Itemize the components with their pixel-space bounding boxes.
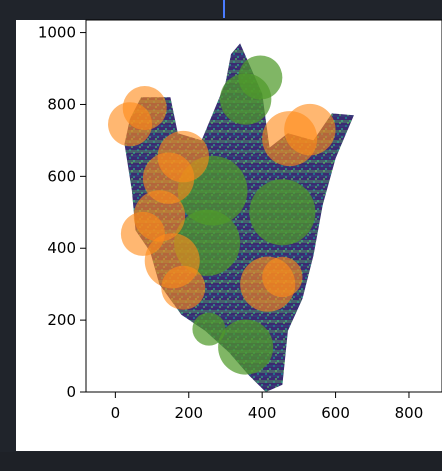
y-tick-label: 400 bbox=[47, 239, 76, 257]
green-circle bbox=[238, 55, 283, 100]
x-tick-label: 600 bbox=[321, 404, 350, 422]
x-tick-label: 0 bbox=[111, 404, 121, 422]
x-tick-label: 200 bbox=[174, 404, 203, 422]
green-circle bbox=[218, 319, 274, 375]
status-strip bbox=[0, 452, 442, 471]
text-cursor bbox=[223, 0, 225, 18]
green-circle bbox=[249, 179, 316, 246]
y-tick-label: 800 bbox=[47, 95, 76, 113]
image-plot: 0 200 400 600 800 0 200 400 600 800 1000 bbox=[38, 19, 442, 422]
y-tick-label: 200 bbox=[47, 311, 76, 329]
orange-circle bbox=[262, 256, 303, 298]
y-tick-label: 1000 bbox=[38, 24, 76, 42]
orange-circle bbox=[122, 86, 167, 131]
orange-circle bbox=[157, 130, 209, 183]
axes-frame bbox=[85, 19, 442, 393]
y-tick-label: 600 bbox=[47, 167, 76, 185]
y-axis: 0 200 400 600 800 1000 bbox=[38, 24, 86, 401]
x-tick-label: 800 bbox=[395, 404, 424, 422]
x-axis: 0 200 400 600 800 bbox=[111, 392, 424, 422]
green-circle bbox=[192, 312, 226, 346]
orange-circle bbox=[284, 103, 336, 156]
x-tick-label: 400 bbox=[248, 404, 277, 422]
plot-figure: 0 200 400 600 800 0 200 400 600 800 1000 bbox=[16, 19, 442, 451]
y-tick-label: 0 bbox=[66, 383, 76, 401]
orange-circle-overlays bbox=[108, 86, 336, 312]
